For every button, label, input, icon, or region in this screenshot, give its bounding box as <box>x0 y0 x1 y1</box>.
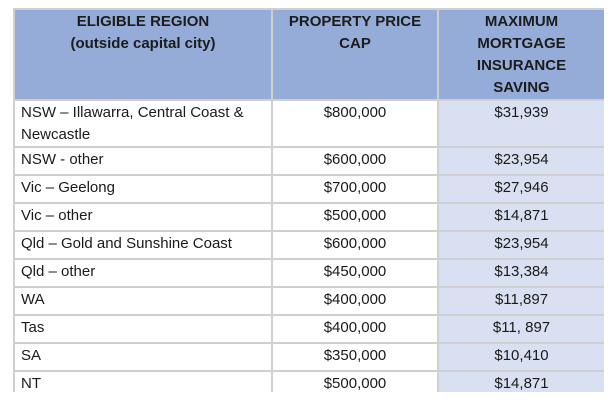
eligible-region-table: ELIGIBLE REGION (outside capital city) P… <box>13 8 604 392</box>
header-row: ELIGIBLE REGION (outside capital city) P… <box>13 8 604 101</box>
price-cap-cell: $350,000 <box>271 342 439 372</box>
saving-cell: $14,871 <box>437 202 604 232</box>
saving-cell: $23,954 <box>437 146 604 176</box>
saving-cell: $27,946 <box>437 174 604 204</box>
header-region-line2: (outside capital city) <box>70 35 216 52</box>
region-cell: NSW – Illawarra, Central Coast & Newcast… <box>13 99 273 148</box>
saving-cell: $10,410 <box>437 342 604 372</box>
header-saving-line4: SAVING <box>493 79 550 96</box>
table-row: SA $350,000 $10,410 <box>13 342 604 372</box>
table-row: WA $400,000 $11,897 <box>13 286 604 316</box>
header-cap-line2: CAP <box>339 35 371 52</box>
region-cell: NSW - other <box>13 146 273 176</box>
header-saving-line1: MAXIMUM <box>484 13 559 30</box>
price-cap-cell: $600,000 <box>271 230 439 260</box>
table-row: Vic – other $500,000 $14,871 <box>13 202 604 232</box>
saving-cell: $13,384 <box>437 258 604 288</box>
saving-cell: $11,897 <box>437 286 604 316</box>
table-row: NSW - other $600,000 $23,954 <box>13 146 604 176</box>
price-cap-cell: $500,000 <box>271 202 439 232</box>
table-container: ELIGIBLE REGION (outside capital city) P… <box>13 8 604 392</box>
region-cell: Qld – Gold and Sunshine Coast <box>13 230 273 260</box>
price-cap-cell: $450,000 <box>271 258 439 288</box>
saving-cell: $11, 897 <box>437 314 604 344</box>
header-eligible-region: ELIGIBLE REGION (outside capital city) <box>13 8 273 101</box>
price-cap-cell: $400,000 <box>271 286 439 316</box>
region-cell: Vic – other <box>13 202 273 232</box>
price-cap-cell: $400,000 <box>271 314 439 344</box>
price-cap-cell: $600,000 <box>271 146 439 176</box>
price-cap-cell: $500,000 <box>271 370 439 392</box>
table-row: Qld – other $450,000 $13,384 <box>13 258 604 288</box>
header-cap-line1: PROPERTY PRICE <box>288 13 422 30</box>
region-cell: Vic – Geelong <box>13 174 273 204</box>
region-cell: Qld – other <box>13 258 273 288</box>
saving-cell: $14,871 <box>437 370 604 392</box>
table-row: NSW – Illawarra, Central Coast & Newcast… <box>13 99 604 148</box>
table-row: Qld – Gold and Sunshine Coast $600,000 $… <box>13 230 604 260</box>
region-cell: SA <box>13 342 273 372</box>
region-cell: WA <box>13 286 273 316</box>
region-cell: Tas <box>13 314 273 344</box>
table-row: NT $500,000 $14,871 <box>13 370 604 392</box>
table-row: Tas $400,000 $11, 897 <box>13 314 604 344</box>
price-cap-cell: $800,000 <box>271 99 439 148</box>
saving-cell: $23,954 <box>437 230 604 260</box>
header-saving-line2: MORTGAGE <box>477 35 566 52</box>
header-property-price-cap: PROPERTY PRICE CAP <box>271 8 439 101</box>
region-cell: NT <box>13 370 273 392</box>
header-region-line1: ELIGIBLE REGION <box>76 13 210 30</box>
table-row: Vic – Geelong $700,000 $27,946 <box>13 174 604 204</box>
saving-cell: $31,939 <box>437 99 604 148</box>
price-cap-cell: $700,000 <box>271 174 439 204</box>
header-saving-line3: INSURANCE <box>476 57 567 74</box>
header-max-mortgage-insurance-saving: MAXIMUM MORTGAGE INSURANCE SAVING <box>437 8 604 101</box>
